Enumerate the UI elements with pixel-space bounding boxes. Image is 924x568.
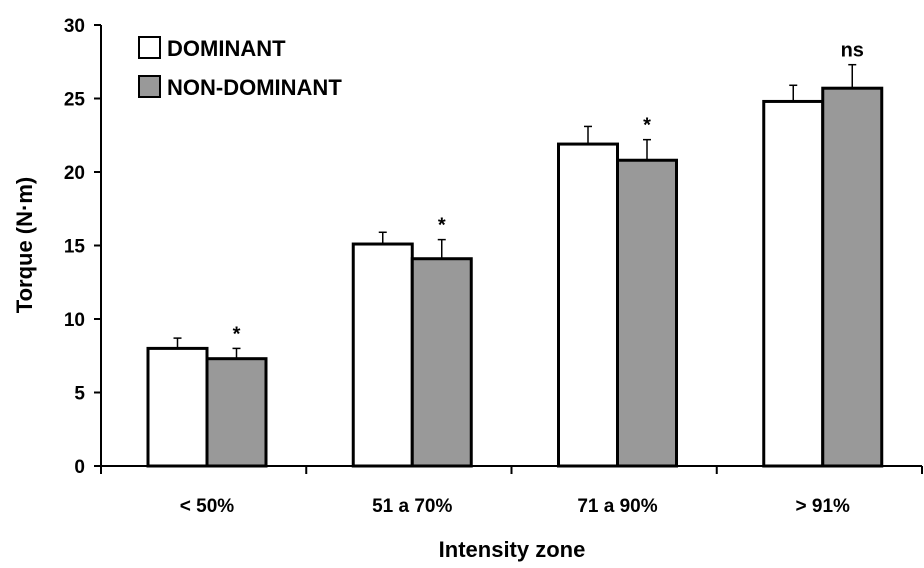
bar-non-dominant-2	[616, 158, 678, 468]
ticks-layer: 0 5 10 15 20 25 30 < 50% 51 a 70% 71 a 90% > 91%	[64, 16, 923, 517]
y-tick-label-30: 30	[64, 16, 85, 37]
y-tick-label-5: 5	[74, 384, 85, 405]
x-tick-label-1: 51 a 70%	[372, 496, 452, 517]
bar-non-dominant-3	[821, 86, 884, 468]
bars-layer: * * * ns	[146, 40, 884, 468]
significance-label-1: *	[438, 215, 446, 237]
y-tick-label-10: 10	[64, 310, 85, 331]
bar-non-dominant-1	[410, 257, 473, 468]
x-tick-label-0: < 50%	[180, 496, 235, 517]
bar-dominant-1	[351, 242, 414, 468]
legend-swatch-dominant	[138, 36, 161, 59]
x-tick-label-3: > 91%	[796, 496, 851, 517]
bar-dominant-2	[557, 142, 619, 468]
y-tick-label-15: 15	[64, 237, 86, 258]
x-tick-label-2: 71 a 90%	[577, 496, 657, 517]
bar-non-dominant-0	[205, 357, 268, 468]
bar-dominant-0	[146, 346, 209, 468]
significance-label-0: *	[233, 323, 241, 345]
y-tick-label-20: 20	[64, 163, 85, 184]
legend-label-dominant: DOMINANT	[167, 36, 286, 61]
legend-label-non-dominant: NON-DOMINANT	[167, 75, 342, 100]
significance-label-2: *	[643, 115, 651, 137]
y-tick-label-25: 25	[64, 90, 86, 111]
legend-swatch-non-dominant	[138, 75, 161, 98]
y-axis-title: Torque (N·m)	[12, 177, 37, 313]
x-axis-title: Intensity zone	[439, 537, 586, 562]
bar-dominant-3	[762, 99, 825, 468]
significance-label-3: ns	[841, 40, 864, 62]
legend: DOMINANT NON-DOMINANT	[138, 36, 342, 100]
y-tick-label-0: 0	[74, 457, 85, 478]
